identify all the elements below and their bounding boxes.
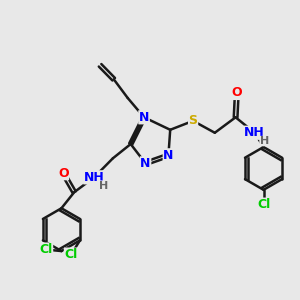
Text: Cl: Cl <box>64 248 78 261</box>
Text: NH: NH <box>244 126 265 139</box>
Text: S: S <box>189 114 198 128</box>
Text: N: N <box>140 157 151 170</box>
Text: O: O <box>232 86 242 99</box>
Text: H: H <box>260 136 269 146</box>
Text: N: N <box>163 149 174 162</box>
Text: O: O <box>58 167 68 180</box>
Text: Cl: Cl <box>39 243 52 256</box>
Text: N: N <box>139 111 149 124</box>
Text: H: H <box>99 181 108 191</box>
Text: Cl: Cl <box>257 198 270 211</box>
Text: NH: NH <box>84 171 104 184</box>
